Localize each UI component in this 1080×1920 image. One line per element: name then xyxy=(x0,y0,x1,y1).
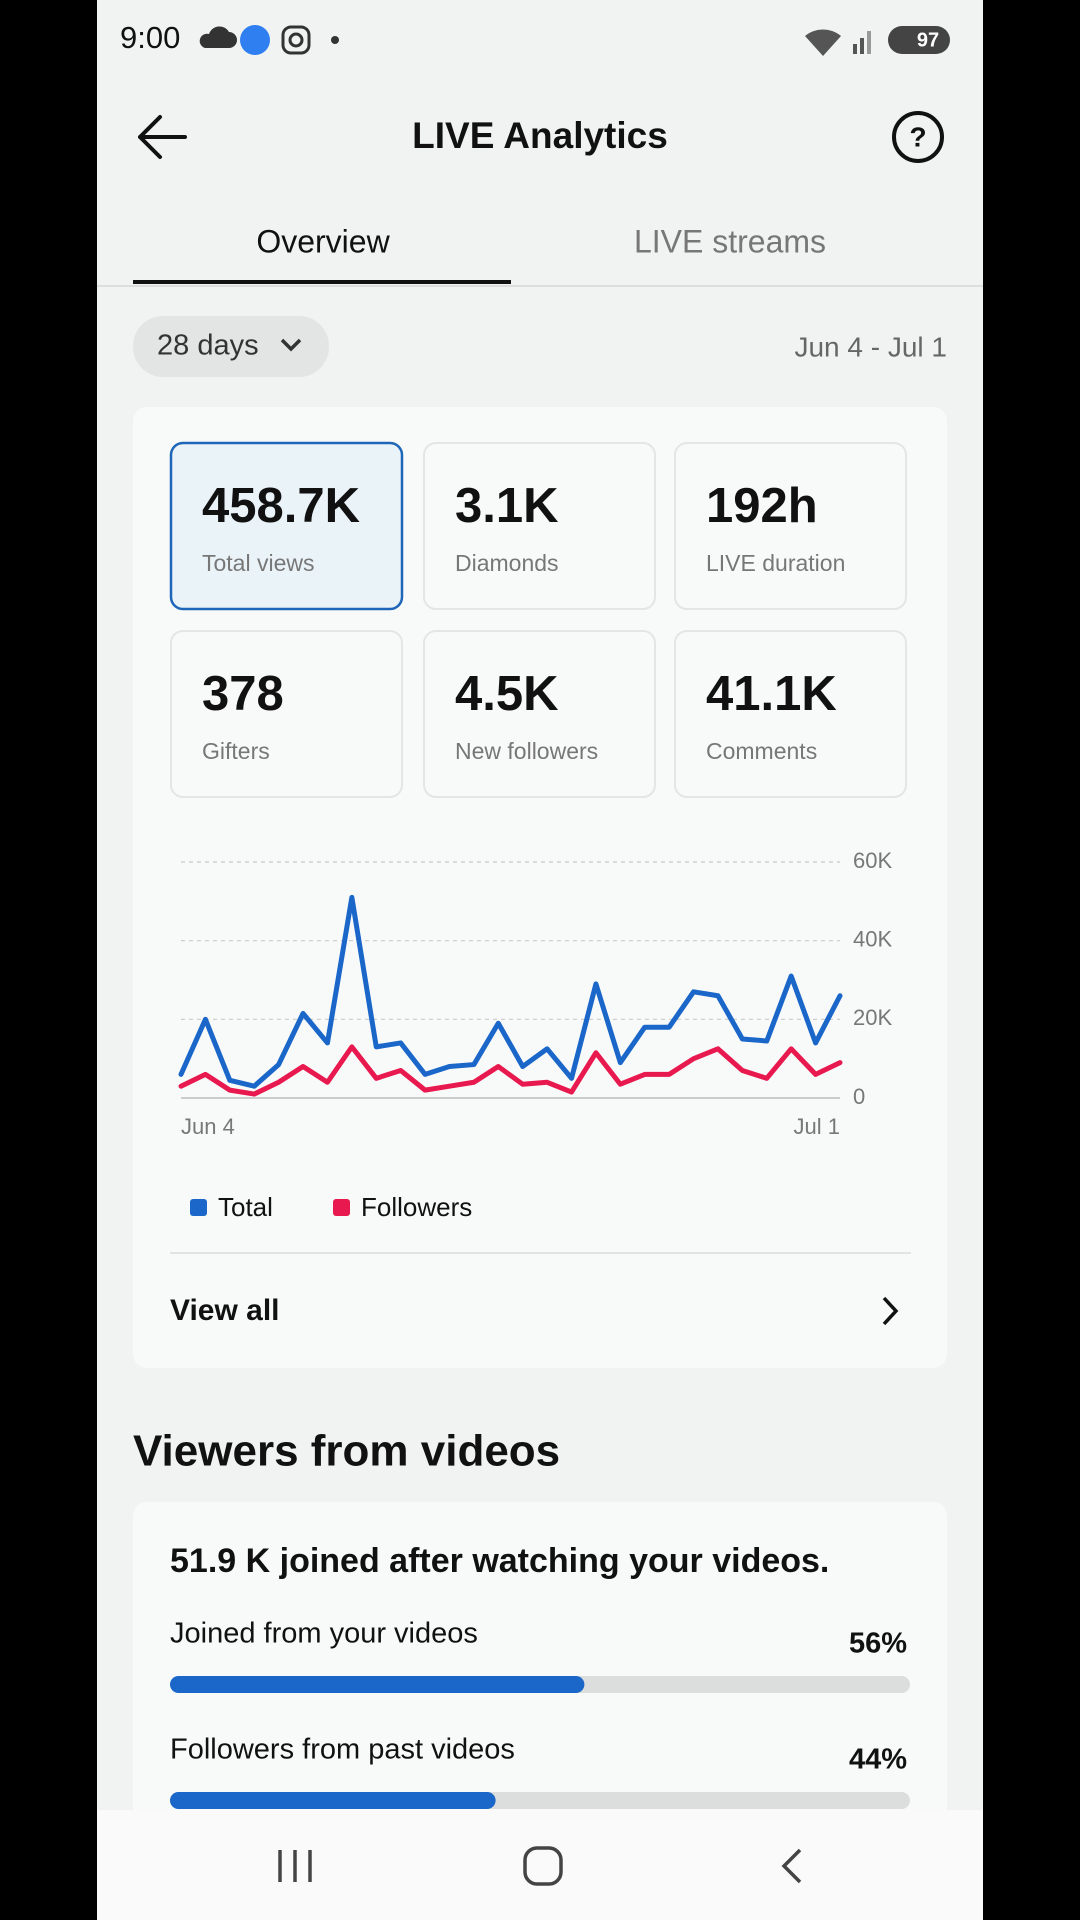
stat-card[interactable] xyxy=(170,630,403,798)
line-chart: 0 20K 40K 60K Jun 4 Jul 1 Total Followers xyxy=(178,848,892,1222)
stat-label: Gifters xyxy=(202,738,270,764)
signal-bar xyxy=(860,38,864,54)
stat-value: 378 xyxy=(202,667,284,721)
navigation-bar xyxy=(97,1810,983,1920)
stat-card[interactable] xyxy=(674,442,907,610)
stat-card[interactable] xyxy=(423,442,656,610)
notification-dot xyxy=(331,36,339,44)
help-button[interactable]: ? xyxy=(892,111,944,163)
tab-divider xyxy=(97,285,983,287)
stat-label: LIVE duration xyxy=(706,550,845,576)
section-title: Viewers from videos xyxy=(133,1427,560,1476)
progress-list: Joined from your videos 56% Followers from… xyxy=(170,1618,910,1809)
legend-swatch xyxy=(333,1199,350,1216)
stat-grid: 458.7K Total views 3.1K Diamonds 192h LIVE du… xyxy=(169,441,907,798)
status-icons xyxy=(199,25,950,56)
legend-label: Total xyxy=(218,1192,273,1222)
messenger-icon xyxy=(240,25,270,55)
stat-label: Comments xyxy=(706,738,817,764)
stat-value: 4.5K xyxy=(455,667,559,721)
stat-label: Diamonds xyxy=(455,550,559,576)
tab-underline xyxy=(133,280,511,284)
stat-card[interactable] xyxy=(169,441,404,611)
nav-icons xyxy=(278,1846,802,1886)
tab[interactable]: LIVE streams xyxy=(634,223,826,259)
series-line xyxy=(178,1044,843,1097)
progress-label: Joined from your videos xyxy=(170,1618,478,1650)
battery-level: 97 xyxy=(917,29,939,51)
tab-active[interactable]: Overview xyxy=(256,223,390,259)
view-all-chevron[interactable] xyxy=(882,1296,899,1326)
progress-fill xyxy=(170,1792,496,1809)
stat-card[interactable] xyxy=(674,630,907,798)
recents-button[interactable] xyxy=(278,1850,312,1882)
progress-value: 56% xyxy=(849,1628,907,1660)
stat-label: Total views xyxy=(202,550,314,576)
x-tick-label: Jun 4 xyxy=(181,1114,235,1139)
signal-bar xyxy=(867,31,871,54)
view-all-link[interactable]: View all xyxy=(170,1294,280,1327)
battery-icon xyxy=(888,26,950,54)
progress-value: 44% xyxy=(849,1744,907,1776)
progress-label: Followers from past videos xyxy=(170,1734,515,1766)
y-tick-label: 20K xyxy=(853,1005,892,1030)
progress-fill xyxy=(170,1676,585,1693)
stat-card[interactable] xyxy=(423,630,656,798)
status-time: 9:00 xyxy=(120,20,180,55)
cloud-icon xyxy=(199,26,237,48)
legend-label: Followers xyxy=(361,1192,472,1222)
period-dropdown[interactable] xyxy=(133,316,329,377)
legend-swatch xyxy=(190,1199,207,1216)
help-mark: ? xyxy=(909,121,926,152)
nav-back-button[interactable] xyxy=(781,1848,802,1884)
dropdown-chevron xyxy=(280,338,302,352)
period-label: 28 days xyxy=(157,330,259,362)
stat-value: 192h xyxy=(706,479,818,533)
y-tick-label: 0 xyxy=(853,1084,865,1109)
help-circle xyxy=(892,111,944,163)
stat-value: 3.1K xyxy=(455,479,559,533)
y-tick-label: 40K xyxy=(853,926,892,951)
stat-label: New followers xyxy=(455,738,598,764)
series-line xyxy=(178,894,843,1089)
instagram-lens xyxy=(288,32,304,48)
y-tick-label: 60K xyxy=(853,848,892,873)
stat-value: 41.1K xyxy=(706,667,837,721)
instagram-icon xyxy=(281,25,311,55)
stat-value: 458.7K xyxy=(202,479,360,533)
date-range: Jun 4 - Jul 1 xyxy=(794,331,947,362)
divider xyxy=(170,1252,911,1254)
wifi-icon xyxy=(805,29,841,56)
viewers-summary: 51.9 K joined after watching your videos… xyxy=(170,1542,829,1580)
x-tick-label: Jul 1 xyxy=(794,1114,840,1139)
signal-bar xyxy=(853,44,857,54)
home-button[interactable] xyxy=(523,1846,563,1886)
page-title: LIVE Analytics xyxy=(412,115,668,156)
back-button[interactable] xyxy=(138,115,187,159)
